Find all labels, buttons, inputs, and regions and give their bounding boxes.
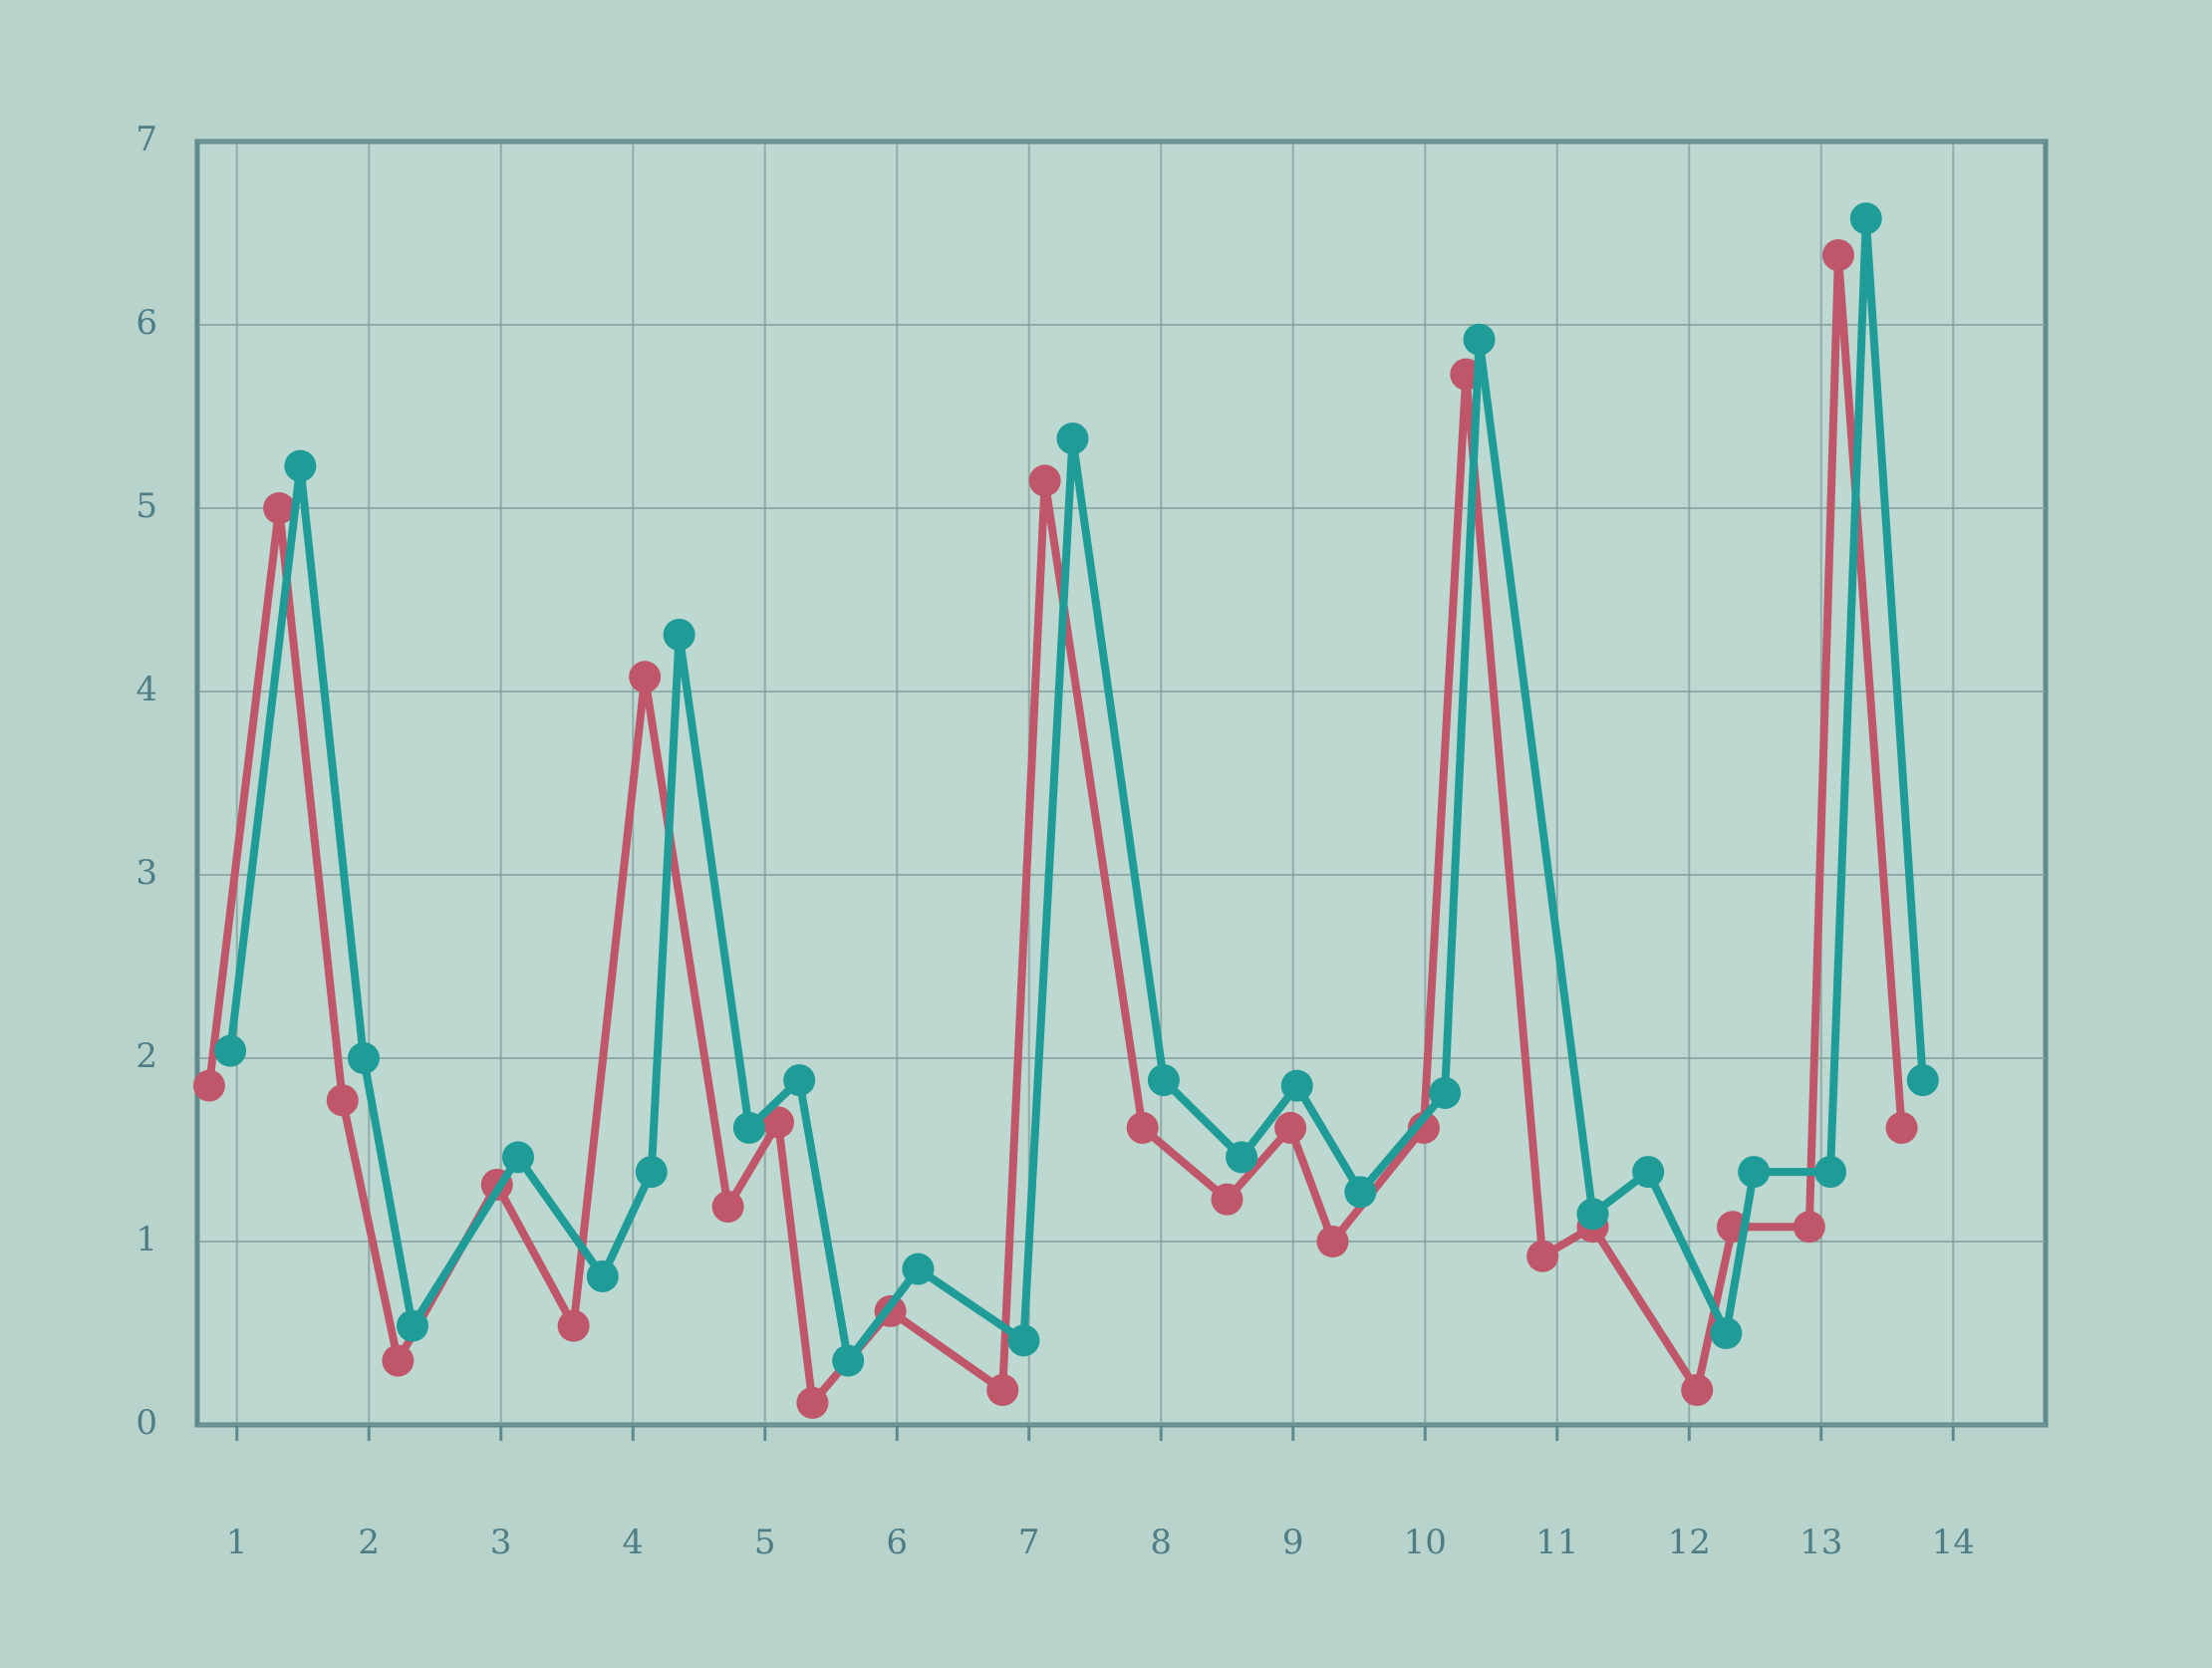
- point: [1274, 1112, 1306, 1144]
- point: [382, 1345, 414, 1377]
- point: [1344, 1176, 1376, 1208]
- x-tick-label: 2: [358, 1523, 380, 1562]
- y-tick-label: 6: [136, 303, 157, 343]
- x-tick-label: 9: [1282, 1523, 1304, 1562]
- point: [1007, 1324, 1039, 1356]
- point: [629, 661, 661, 693]
- point: [1850, 202, 1882, 234]
- point: [664, 619, 695, 651]
- y-tick-label: 0: [136, 1403, 157, 1443]
- point: [327, 1084, 359, 1116]
- y-tick-label: 7: [136, 120, 157, 159]
- point: [1526, 1241, 1558, 1272]
- point: [1710, 1317, 1742, 1349]
- chart: 012345671234567891011121314: [0, 0, 2212, 1668]
- point: [1127, 1112, 1159, 1144]
- y-tick-label: 5: [136, 486, 157, 526]
- x-tick-label: 5: [754, 1523, 776, 1562]
- point: [1577, 1198, 1609, 1230]
- point: [832, 1345, 864, 1377]
- point: [558, 1310, 590, 1342]
- point: [1317, 1226, 1349, 1257]
- point: [636, 1156, 668, 1188]
- point: [986, 1374, 1018, 1406]
- point: [712, 1191, 744, 1223]
- point: [1148, 1064, 1180, 1096]
- x-tick-label: 4: [622, 1523, 644, 1562]
- point: [1281, 1070, 1313, 1102]
- point: [796, 1387, 828, 1419]
- point: [1822, 239, 1854, 271]
- x-tick-label: 1: [226, 1523, 248, 1562]
- point: [1029, 464, 1061, 496]
- x-tick-label: 10: [1404, 1523, 1447, 1562]
- point: [587, 1260, 619, 1292]
- x-tick-label: 6: [886, 1523, 908, 1562]
- y-tick-label: 1: [136, 1220, 157, 1259]
- point: [348, 1042, 380, 1074]
- x-tick-label: 14: [1932, 1523, 1975, 1562]
- point: [733, 1112, 765, 1144]
- point: [1886, 1112, 1918, 1144]
- x-tick-label: 3: [490, 1523, 512, 1562]
- point: [214, 1035, 246, 1067]
- x-tick-label: 7: [1018, 1523, 1040, 1562]
- x-tick-label: 13: [1799, 1523, 1842, 1562]
- point: [1907, 1064, 1939, 1096]
- point: [783, 1064, 815, 1096]
- point: [1814, 1156, 1846, 1188]
- point: [1226, 1141, 1257, 1173]
- point: [1212, 1184, 1244, 1216]
- y-tick-label: 3: [136, 853, 157, 893]
- point: [1738, 1156, 1770, 1188]
- point: [902, 1253, 934, 1285]
- point: [1681, 1374, 1713, 1406]
- page: {"chart_data": {"type": "line", "xlim": …: [0, 0, 2212, 1668]
- point: [502, 1141, 534, 1173]
- point: [1632, 1156, 1664, 1188]
- x-tick-label: 11: [1535, 1523, 1578, 1562]
- y-tick-label: 4: [136, 670, 157, 709]
- point: [1464, 324, 1496, 356]
- point: [1056, 422, 1088, 454]
- point: [284, 450, 316, 482]
- point: [193, 1070, 225, 1102]
- point: [1429, 1077, 1461, 1109]
- point: [1794, 1211, 1825, 1243]
- point: [397, 1310, 428, 1342]
- x-tick-label: 12: [1668, 1523, 1711, 1562]
- y-tick-label: 2: [136, 1036, 157, 1076]
- x-tick-label: 8: [1150, 1523, 1172, 1562]
